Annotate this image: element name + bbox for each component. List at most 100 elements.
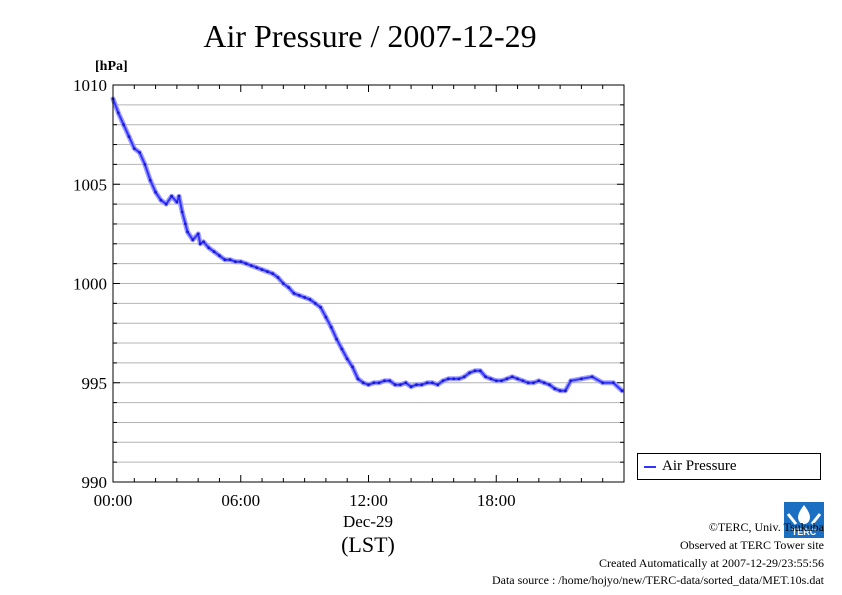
data-point	[553, 387, 557, 391]
data-point	[521, 379, 525, 383]
data-point	[404, 381, 408, 385]
y-tick-label: 1010	[73, 76, 107, 95]
data-point	[223, 258, 227, 262]
data-point	[303, 296, 306, 299]
data-point	[271, 272, 275, 275]
data-point	[473, 369, 477, 373]
data-point	[399, 383, 402, 387]
data-point	[505, 377, 509, 381]
data-point	[202, 240, 205, 244]
data-point	[542, 381, 546, 385]
data-point	[340, 347, 344, 351]
data-point	[489, 377, 493, 381]
data-point	[351, 365, 354, 369]
data-point	[526, 381, 530, 385]
legend: Air Pressure	[637, 453, 821, 480]
x-tick-label: 06:00	[221, 491, 260, 510]
data-point	[468, 371, 471, 375]
data-point	[441, 379, 445, 383]
x-tick-label: 12:00	[349, 491, 388, 510]
data-point	[218, 254, 221, 258]
data-point	[170, 194, 174, 198]
data-point	[452, 377, 456, 381]
data-point	[612, 381, 615, 385]
series-layer	[110, 96, 625, 394]
data-point	[198, 242, 202, 246]
data-point	[569, 379, 573, 383]
data-point	[446, 377, 450, 381]
data-point	[548, 383, 551, 387]
data-point	[590, 375, 594, 379]
data-point	[494, 379, 498, 383]
data-point	[484, 375, 487, 379]
data-point	[425, 381, 429, 385]
data-point	[510, 375, 514, 379]
data-point	[164, 202, 168, 206]
data-point	[564, 389, 567, 393]
data-point	[420, 383, 424, 387]
data-point	[462, 375, 466, 379]
data-point	[186, 230, 189, 234]
data-point	[409, 385, 413, 389]
data-point	[431, 381, 434, 385]
data-point	[308, 298, 312, 301]
y-tick-label: 995	[82, 374, 108, 393]
data-point	[388, 379, 392, 383]
data-point	[260, 268, 264, 271]
data-point	[367, 383, 370, 387]
data-point	[159, 198, 163, 202]
footer-observed: Observed at TERC Tower site	[679, 538, 824, 552]
data-point	[116, 111, 120, 115]
y-tick-label: 1000	[73, 275, 107, 294]
data-point	[266, 270, 269, 273]
data-point	[319, 305, 322, 309]
data-point	[516, 377, 519, 381]
footer-created: Created Automatically at 2007-12-29/23:5…	[599, 556, 824, 570]
data-point	[324, 315, 328, 319]
series-line	[112, 97, 623, 392]
y-tick-label: 1005	[73, 175, 107, 194]
data-point	[127, 135, 131, 139]
data-point	[329, 325, 333, 329]
data-point	[234, 260, 237, 264]
data-point	[138, 151, 142, 154]
data-point	[207, 246, 211, 250]
y-axis-unit: [hPa]	[95, 59, 128, 74]
data-point	[297, 294, 301, 297]
data-point	[415, 383, 418, 387]
y-tick-label: 990	[82, 473, 108, 492]
data-point	[500, 379, 503, 383]
chart-title: Air Pressure / 2007-12-29	[203, 18, 536, 54]
data-point	[250, 264, 253, 267]
data-point	[122, 123, 125, 127]
data-point	[292, 292, 296, 295]
legend-label: Air Pressure	[662, 458, 737, 474]
data-point	[212, 250, 216, 254]
data-point	[281, 282, 285, 285]
data-point	[154, 190, 158, 194]
data-point	[180, 210, 184, 214]
data-point	[143, 163, 147, 166]
data-point	[255, 266, 259, 269]
data-point	[184, 222, 187, 226]
data-point	[372, 381, 376, 385]
data-point	[335, 337, 338, 341]
data-point	[601, 381, 605, 385]
data-point	[361, 381, 365, 385]
data-point	[537, 379, 541, 383]
footer-copyright: ©TERC, Univ. Tsukuba	[708, 520, 824, 534]
data-point	[132, 147, 136, 150]
footer-source: Data source : /home/hojyo/new/TERC-data/…	[491, 573, 824, 587]
x-tick-labels: 00:00 06:00 12:00 18:00	[94, 491, 516, 510]
logo-text: TERC	[792, 527, 817, 537]
data-point	[620, 389, 624, 393]
y-tick-labels: 990 995 1000 1005 1010	[73, 76, 107, 492]
data-point	[177, 194, 181, 198]
x-axis-unit-label: (LST)	[341, 532, 395, 557]
data-point	[356, 377, 360, 381]
data-point	[345, 357, 349, 361]
data-point	[191, 238, 195, 242]
data-point	[383, 379, 386, 383]
x-axis-date-label: Dec-29	[343, 512, 393, 531]
